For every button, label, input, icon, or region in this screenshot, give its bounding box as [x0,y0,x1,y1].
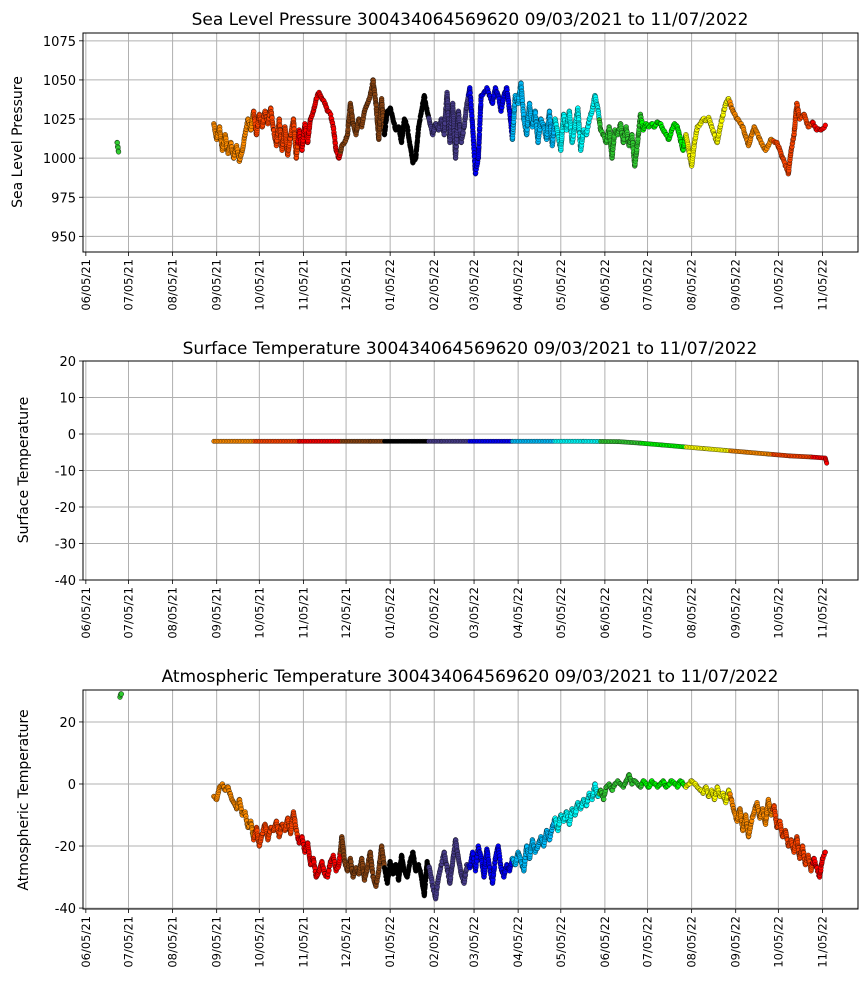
data-point [824,460,830,466]
x-tick-label: 11/05/21 [296,259,310,311]
x-tick-label: 02/05/22 [427,916,441,968]
x-tick-label: 07/05/22 [641,587,655,639]
x-tick-label: 06/05/22 [598,587,612,639]
x-tick-label: 10/05/21 [252,916,266,968]
chart-title: Surface Temperature 300434064569620 09/0… [183,339,758,359]
axes-frame [82,32,859,253]
x-tick-label: 11/05/21 [296,916,310,968]
x-tick-label: 03/05/22 [467,587,481,639]
data-series [211,438,830,466]
x-tick-label: 07/05/22 [641,916,655,968]
x-tick-label: 11/05/22 [815,259,829,311]
y-tick-label: 10 [59,392,76,407]
x-tick-label: 08/05/21 [166,587,180,639]
chart-title: Sea Level Pressure 300434064569620 09/03… [192,10,749,30]
x-tick-label: 04/05/22 [511,259,525,311]
chart-surface-temperature: Surface Temperature 300434064569620 09/0… [16,339,859,639]
y-axis-label: Atmospheric Temperature [16,709,32,890]
y-tick-label: -40 [55,902,76,917]
y-tick-label: 1025 [43,113,76,128]
data-point [822,122,828,128]
x-tick-label: 01/05/22 [383,587,397,639]
x-tick-label: 10/05/22 [771,916,785,968]
x-tick-label: 06/05/22 [598,916,612,968]
y-tick-label: -20 [55,501,76,516]
x-tick-label: 02/05/22 [427,587,441,639]
x-tick-label: 10/05/22 [771,259,785,311]
y-axis-label: Sea Level Pressure [10,76,26,208]
x-tick-label: 07/05/21 [122,259,136,311]
data-point [822,849,828,855]
x-tick-label: 09/05/21 [210,916,224,968]
y-tick-label: -10 [55,465,76,480]
x-tick-label: 10/05/21 [252,259,266,311]
x-tick-label: 08/05/22 [685,259,699,311]
x-tick-label: 12/05/21 [339,259,353,311]
data-point [115,149,122,155]
x-tick-label: 02/05/22 [427,259,441,311]
x-tick-label: 06/05/21 [79,916,93,968]
x-tick-label: 06/05/22 [598,259,612,311]
x-tick-label: 05/05/22 [554,916,568,968]
y-tick-label: -20 [55,840,76,855]
chart-title: Atmospheric Temperature 300434064569620 … [162,667,779,687]
chart-atmospheric-temperature: Atmospheric Temperature 300434064569620 … [16,667,859,968]
x-tick-label: 07/05/21 [122,587,136,639]
x-tick-label: 09/05/22 [729,916,743,968]
y-tick-label: 1075 [43,35,76,50]
y-tick-label: 975 [51,191,76,206]
x-tick-label: 12/05/21 [339,587,353,639]
y-tick-label: 0 [68,778,76,793]
x-tick-label: 06/05/21 [79,259,93,311]
y-tick-label: 950 [51,230,76,245]
x-tick-label: 10/05/21 [252,587,266,639]
x-tick-label: 03/05/22 [467,259,481,311]
axes-frame [82,689,859,910]
data-series [114,77,828,177]
x-tick-label: 09/05/21 [210,259,224,311]
x-tick-label: 05/05/22 [554,259,568,311]
x-tick-label: 10/05/22 [771,587,785,639]
chart-sea-level-pressure: Sea Level Pressure 300434064569620 09/03… [10,10,859,311]
x-tick-label: 09/05/22 [729,587,743,639]
y-tick-label: 20 [59,716,76,731]
x-tick-label: 12/05/21 [339,916,353,968]
x-tick-label: 06/05/21 [79,587,93,639]
y-tick-label: -30 [55,538,76,553]
x-tick-label: 04/05/22 [511,587,525,639]
y-tick-label: -40 [55,574,76,589]
y-tick-label: 0 [68,428,76,443]
x-tick-label: 03/05/22 [467,916,481,968]
data-point [118,691,124,697]
x-tick-label: 01/05/22 [383,916,397,968]
y-tick-label: 20 [59,355,76,370]
x-tick-label: 01/05/22 [383,259,397,311]
x-tick-label: 09/05/22 [729,259,743,311]
x-tick-label: 05/05/22 [554,587,568,639]
x-tick-label: 07/05/22 [641,259,655,311]
x-tick-label: 11/05/22 [815,587,829,639]
x-tick-label: 08/05/22 [685,916,699,968]
x-tick-label: 04/05/22 [511,916,525,968]
x-tick-label: 07/05/21 [122,916,136,968]
x-tick-label: 11/05/22 [815,916,829,968]
data-series [117,691,828,902]
x-tick-label: 08/05/21 [166,259,180,311]
x-tick-label: 08/05/21 [166,916,180,968]
y-tick-label: 1050 [43,74,76,89]
x-tick-label: 11/05/21 [296,587,310,639]
y-axis-label: Surface Temperature [16,397,32,543]
x-tick-label: 09/05/21 [210,587,224,639]
x-tick-label: 08/05/22 [685,587,699,639]
y-tick-label: 1000 [43,152,76,167]
